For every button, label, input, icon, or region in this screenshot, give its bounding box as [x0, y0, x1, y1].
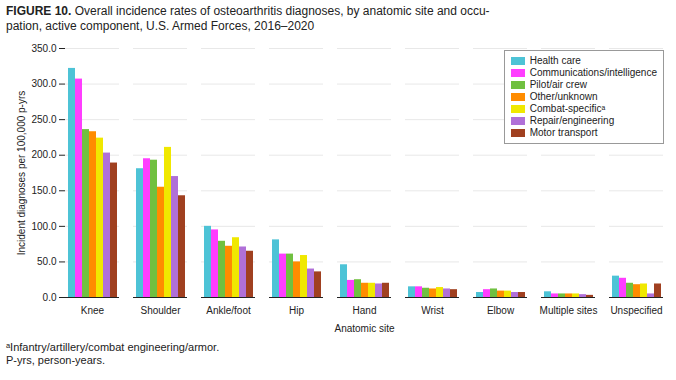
svg-text:Incident diagnoses per 100,000: Incident diagnoses per 100,000 p-yrs: [16, 91, 27, 256]
html-text:Repair/engineering: Repair/engineering: [529, 115, 615, 126]
html-text:Motor transport: Motor transport: [529, 127, 598, 138]
svg-text:100.0: 100.0: [31, 221, 56, 232]
svg-text:350.0: 350.0: [31, 43, 56, 54]
html-text:P-yrs, person-years.: P-yrs, person-years.: [6, 354, 105, 366]
svg-text:50.0: 50.0: [37, 256, 57, 267]
svg-text:250.0: 250.0: [31, 114, 56, 125]
html-text:Combat-specificᵃ: Combat-specificᵃ: [529, 103, 606, 114]
svg-text:Unspecified: Unspecified: [610, 305, 662, 316]
svg-text:Anatomic site: Anatomic site: [334, 323, 394, 334]
svg-text:Hip: Hip: [289, 305, 304, 316]
html-text:FIGURE 10. Overall incidence r: FIGURE 10. Overall incidence rates of os…: [6, 4, 490, 33]
html-text:ᵃInfantry/artillery/combat eng: ᵃInfantry/artillery/combat engineering/a…: [6, 341, 220, 353]
html-text:Communications/intelligence: Communications/intelligence: [529, 67, 657, 78]
svg-text:Multiple sites: Multiple sites: [540, 305, 598, 316]
svg-text:0.0: 0.0: [43, 292, 57, 303]
svg-text:200.0: 200.0: [31, 149, 56, 160]
html-text:Health care: Health care: [529, 55, 581, 66]
html-text:Pilot/air crew: Pilot/air crew: [529, 79, 587, 90]
svg-text:Hand: Hand: [353, 305, 377, 316]
svg-text:300.0: 300.0: [31, 78, 56, 89]
svg-text:Knee: Knee: [81, 305, 105, 316]
svg-text:Ankle/foot: Ankle/foot: [206, 305, 251, 316]
svg-text:Wrist: Wrist: [421, 305, 444, 316]
html-text:Other/unknown: Other/unknown: [529, 91, 598, 102]
svg-text:150.0: 150.0: [31, 185, 56, 196]
svg-text:Shoulder: Shoulder: [140, 305, 181, 316]
svg-text:Elbow: Elbow: [487, 305, 515, 316]
